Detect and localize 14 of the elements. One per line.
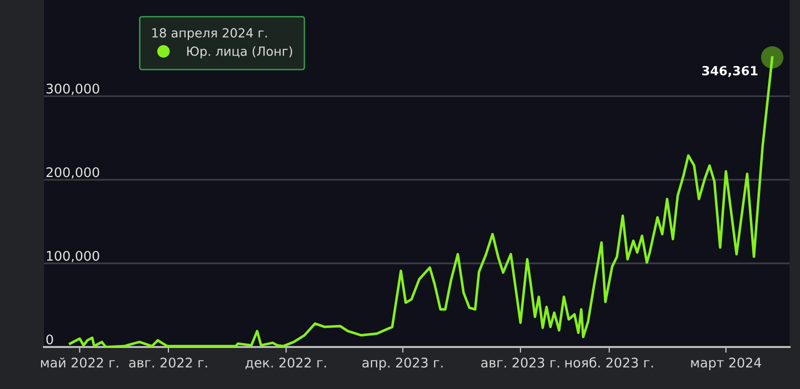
x-tick-label: авг. 2023 г. [481,358,560,368]
y-tick-label: 200,000 [46,167,100,179]
y-tick-label: 300,000 [46,84,100,95]
x-tick-label: март 2024 [691,358,762,370]
legend-label: Юр. лица (Лонг) [187,46,292,58]
x-tick-label: апр. 2023 г. [362,358,443,370]
y-tick-label: 100,000 [46,250,100,262]
x-tick-label: нояб. 2023 г. [565,357,653,368]
x-tick-label: авг. 2022 г. [129,358,208,368]
legend-title: 18 апреля 2024 г. [152,28,267,40]
y-tick-label: 0 [46,334,54,344]
x-tick-label: дек. 2022 г. [246,358,326,370]
x-tick-label: май 2022 г. [41,357,118,368]
data-label: 346,361 [702,66,758,77]
